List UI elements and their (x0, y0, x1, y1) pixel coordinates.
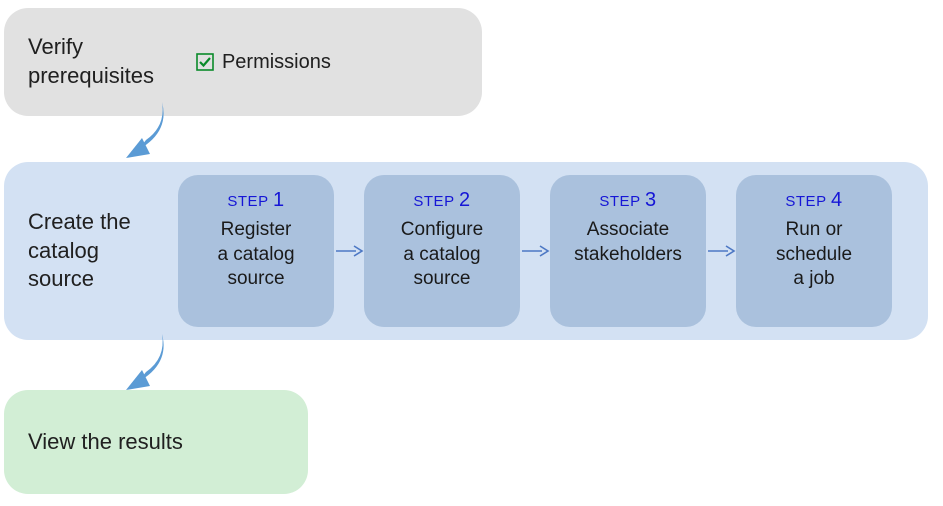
checkbox-checked-icon (196, 53, 214, 71)
step-card-4: STEP 4 Run or schedule a job (736, 175, 892, 327)
results-section: View the results (4, 390, 308, 494)
step-description: Register a catalog source (205, 218, 306, 292)
text: Configure (401, 219, 483, 240)
create-catalog-section: Create the catalog source STEP 1 Registe… (4, 162, 928, 340)
text: 1 (273, 189, 285, 211)
text: STEP (599, 193, 640, 210)
text: Create the (28, 209, 131, 234)
text: Register (221, 219, 292, 240)
step-number: STEP 4 (785, 189, 842, 212)
prerequisites-section: Verify prerequisites Permissions (4, 8, 482, 116)
text: STEP (227, 193, 268, 210)
step-card-3: STEP 3 Associate stakeholders (550, 175, 706, 327)
step-card-1: STEP 1 Register a catalog source (178, 175, 334, 327)
permissions-item: Permissions (196, 51, 331, 74)
step-card-2: STEP 2 Configure a catalog source (364, 175, 520, 327)
text: Associate (587, 219, 669, 240)
flow-arrow-down-icon (118, 98, 178, 170)
text: Run or (785, 219, 842, 240)
text: source (227, 268, 284, 289)
text: a catalog (403, 244, 480, 265)
text: stakeholders (574, 244, 682, 265)
prerequisites-title: Verify prerequisites (28, 33, 154, 90)
text: STEP (413, 193, 454, 210)
step-number: STEP 2 (413, 189, 470, 212)
text: source (28, 266, 94, 291)
step-arrow-icon (706, 241, 736, 261)
text: 3 (645, 189, 657, 211)
text: prerequisites (28, 63, 154, 88)
text: 4 (831, 189, 843, 211)
text: catalog (28, 238, 99, 263)
step-number: STEP 1 (227, 189, 284, 212)
step-description: Run or schedule a job (764, 218, 864, 292)
step-arrow-icon (520, 241, 550, 261)
text: 2 (459, 189, 471, 211)
text: Verify (28, 34, 83, 59)
text: STEP (785, 193, 826, 210)
create-catalog-title: Create the catalog source (28, 208, 168, 294)
step-description: Configure a catalog source (389, 218, 495, 292)
text: a job (793, 268, 834, 289)
text: source (413, 268, 470, 289)
text: schedule (776, 244, 852, 265)
permissions-label: Permissions (222, 51, 331, 74)
step-number: STEP 3 (599, 189, 656, 212)
results-title: View the results (28, 429, 183, 455)
step-description: Associate stakeholders (562, 218, 694, 267)
steps-row: STEP 1 Register a catalog source STEP 2 … (178, 175, 892, 327)
step-arrow-icon (334, 241, 364, 261)
text: a catalog (217, 244, 294, 265)
